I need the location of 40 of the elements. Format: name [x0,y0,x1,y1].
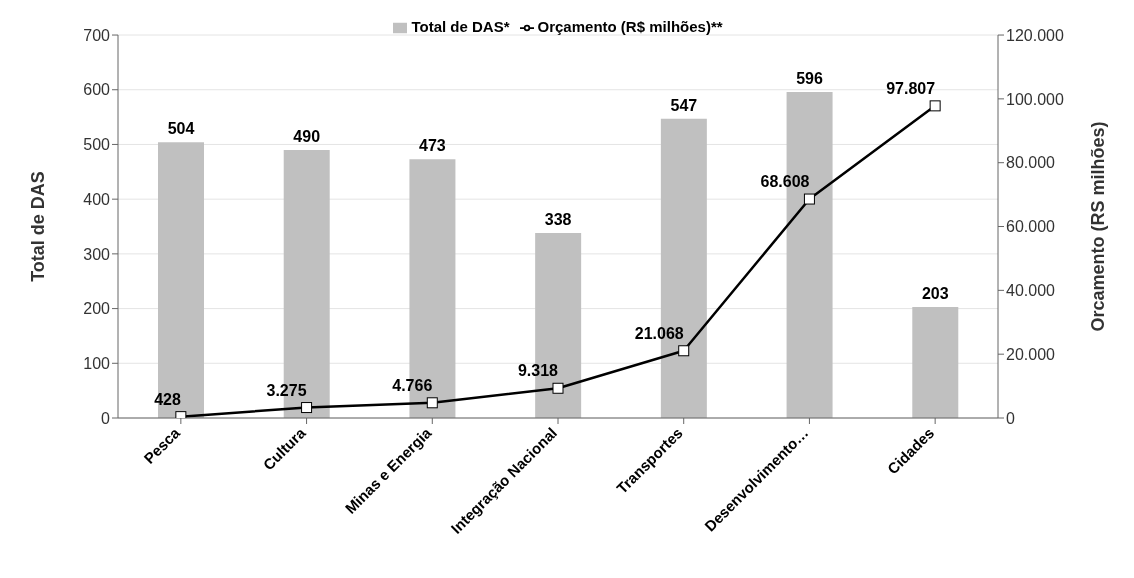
y2-tick-label: 60.000 [1006,218,1056,236]
y-tick-label: 500 [83,136,111,154]
y2-tick-label: 100.000 [1006,90,1064,108]
y-tick-label: 400 [83,190,111,208]
data-label: 203 [921,284,949,302]
y-tick-label: 300 [83,245,111,263]
y2-tick-label: 0 [1006,409,1015,427]
data-label: 68.608 [760,173,810,191]
y2-axis-title: Orcamento (RS milhões) [1088,121,1109,332]
y2-tick-label: 40.000 [1006,282,1056,300]
y-tick-label: 600 [83,81,111,99]
data-label: 3.275 [266,381,307,399]
data-label: 4.766 [392,376,433,394]
data-label: 504 [167,120,195,138]
y2-tick-label: 20.000 [1006,345,1056,363]
point [426,397,438,409]
data-label: 9.318 [517,362,559,380]
data-label: 596 [796,69,824,87]
y-tick-label: 100 [83,354,111,372]
y-axis-title: Total de DAS [28,171,49,282]
point [803,193,815,205]
data-label: 338 [544,211,572,229]
point [929,100,941,112]
y2-tick-label: 80.000 [1006,154,1056,172]
point [678,345,690,357]
data-label: 97.807 [886,79,936,97]
y2-tick-label: 120.000 [1006,26,1064,44]
data-label: 547 [670,96,698,114]
y-tick-label: 200 [83,300,111,318]
data-label: 473 [419,137,446,155]
legend-label: Total de DAS* [411,18,510,35]
point [552,382,564,394]
legend-label: Orçamento (R$ milhões)** [537,18,723,35]
y-tick-label: 0 [101,409,111,427]
y-tick-label: 700 [83,26,111,44]
data-label: 490 [293,127,321,145]
bar [912,306,959,418]
data-label: 428 [154,390,181,408]
data-label: 21.068 [634,324,684,342]
point [301,402,313,414]
